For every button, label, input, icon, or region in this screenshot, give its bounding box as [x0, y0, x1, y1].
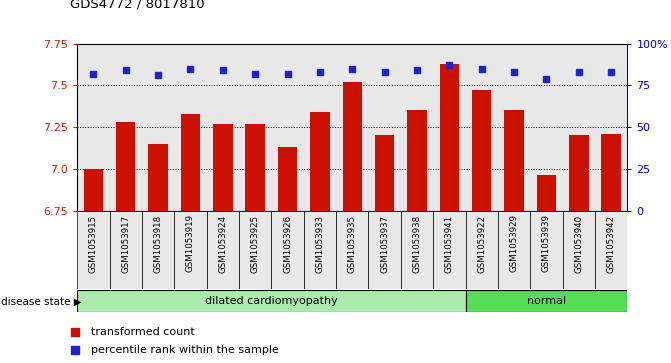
Text: GSM1053926: GSM1053926	[283, 215, 292, 273]
Text: GSM1053922: GSM1053922	[477, 215, 486, 273]
Bar	[213, 124, 233, 211]
Text: GSM1053924: GSM1053924	[218, 215, 227, 273]
Bar	[472, 90, 491, 211]
FancyBboxPatch shape	[336, 211, 368, 289]
FancyBboxPatch shape	[595, 211, 627, 289]
Text: GSM1053929: GSM1053929	[509, 215, 519, 273]
FancyBboxPatch shape	[530, 211, 563, 289]
Text: GSM1053919: GSM1053919	[186, 215, 195, 273]
FancyBboxPatch shape	[466, 211, 498, 289]
FancyBboxPatch shape	[304, 211, 336, 289]
Text: dilated cardiomyopathy: dilated cardiomyopathy	[205, 296, 338, 306]
Bar	[537, 175, 556, 211]
Text: GSM1053938: GSM1053938	[413, 215, 421, 273]
Text: normal: normal	[527, 296, 566, 306]
FancyBboxPatch shape	[401, 211, 433, 289]
Text: GSM1053935: GSM1053935	[348, 215, 357, 273]
Bar	[246, 124, 265, 211]
Text: GSM1053925: GSM1053925	[251, 215, 260, 273]
FancyBboxPatch shape	[466, 290, 627, 312]
Text: GSM1053918: GSM1053918	[154, 215, 162, 273]
Text: GSM1053939: GSM1053939	[542, 215, 551, 273]
Text: percentile rank within the sample: percentile rank within the sample	[91, 345, 278, 355]
Bar	[310, 112, 329, 211]
FancyBboxPatch shape	[433, 211, 466, 289]
Bar	[407, 110, 427, 211]
FancyBboxPatch shape	[368, 211, 401, 289]
Text: GSM1053915: GSM1053915	[89, 215, 98, 273]
Text: GSM1053941: GSM1053941	[445, 215, 454, 273]
FancyBboxPatch shape	[563, 211, 595, 289]
Text: GSM1053942: GSM1053942	[607, 215, 616, 273]
Bar	[601, 134, 621, 211]
Bar	[343, 82, 362, 211]
Text: GSM1053917: GSM1053917	[121, 215, 130, 273]
Bar	[278, 147, 297, 211]
Bar	[116, 122, 136, 211]
FancyBboxPatch shape	[109, 211, 142, 289]
Bar	[180, 114, 200, 211]
FancyBboxPatch shape	[239, 211, 271, 289]
Text: transformed count: transformed count	[91, 327, 195, 337]
Bar	[84, 169, 103, 211]
Bar	[440, 64, 459, 211]
Bar	[148, 144, 168, 211]
FancyBboxPatch shape	[207, 211, 239, 289]
FancyBboxPatch shape	[498, 211, 530, 289]
Bar	[569, 135, 588, 211]
Bar	[505, 110, 524, 211]
Text: disease state ▶: disease state ▶	[1, 296, 81, 306]
FancyBboxPatch shape	[271, 211, 304, 289]
Text: GSM1053933: GSM1053933	[315, 215, 324, 273]
FancyBboxPatch shape	[142, 211, 174, 289]
Text: GDS4772 / 8017810: GDS4772 / 8017810	[70, 0, 205, 11]
FancyBboxPatch shape	[174, 211, 207, 289]
Text: GSM1053940: GSM1053940	[574, 215, 583, 273]
Text: GSM1053937: GSM1053937	[380, 215, 389, 273]
Bar	[375, 135, 395, 211]
FancyBboxPatch shape	[77, 211, 109, 289]
FancyBboxPatch shape	[77, 290, 466, 312]
